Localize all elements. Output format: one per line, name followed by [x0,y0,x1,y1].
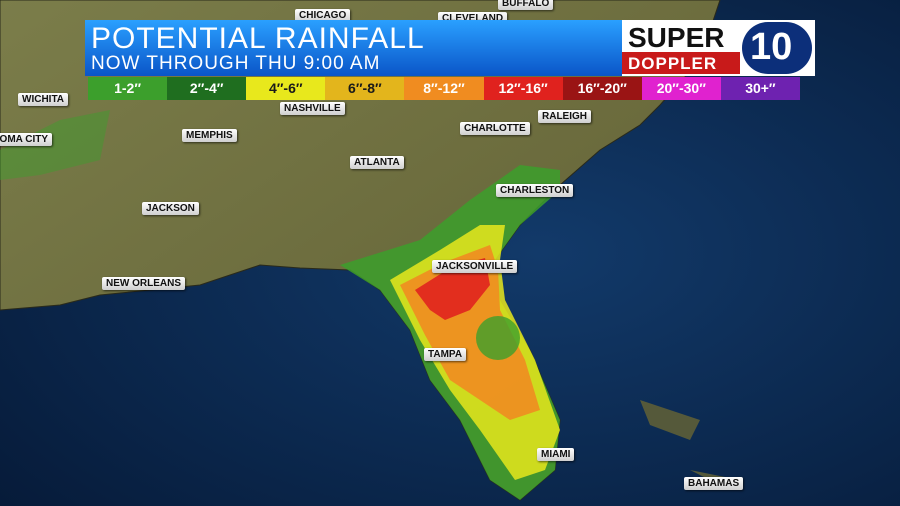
city-label: WICHITA [18,93,69,106]
title: POTENTIAL RAINFALL [91,22,425,55]
logo-badge: 10 [742,22,812,74]
city-label: JACKSONVILLE [432,260,518,273]
city-label: NASHVILLE [280,102,345,115]
rain-area [476,316,520,360]
city-label: CHARLESTON [496,184,574,197]
city-label: MEMPHIS [182,129,237,142]
rain-area [0,110,110,180]
logo-text: SUPER [628,22,725,53]
legend-item: 1-2″ [88,77,168,100]
city-label: CHARLOTTE [460,122,530,135]
legend-item: 12″-16″ [483,77,563,100]
legend-item: 2″-4″ [167,77,247,100]
rain-area [415,258,490,320]
legend-item: 8″-12″ [404,77,484,100]
city-label: RALEIGH [538,110,591,123]
city-label: BAHAMAS [684,477,744,490]
legend-item: 16″-20″ [562,77,642,100]
logo-number: 10 [750,26,793,68]
city-label: NEW ORLEANS [102,277,185,290]
subtitle: NOW THROUGH THU 9:00 AM [91,53,381,74]
legend-item: 6″-8″ [325,77,405,100]
city-label: BUFFALO [498,0,554,10]
city-label: JACKSON [142,202,199,215]
logo: SUPER DOPPLER 10 [622,20,815,76]
city-label: ATLANTA [350,156,404,169]
legend-item: 4″-6″ [246,77,326,100]
logo-strip: DOPPLER [622,52,740,74]
legend-item: 20″-30″ [641,77,721,100]
city-label: CHICAGO [295,9,351,22]
city-label: OKLAHOMA CITY [0,133,53,146]
title-bar: POTENTIAL RAINFALL NOW THROUGH THU 9:00 … [85,20,622,76]
city-label: MIAMI [537,448,575,461]
legend-item: 30+″ [720,77,800,100]
legend: 1-2″ 2″-4″ 4″-6″ 6″-8″ 8″-12″ 12″-16″ 16″-20″ 2… [88,77,800,100]
logo-text: DOPPLER [628,54,718,73]
islands [640,400,740,490]
city-label: TAMPA [424,348,467,361]
